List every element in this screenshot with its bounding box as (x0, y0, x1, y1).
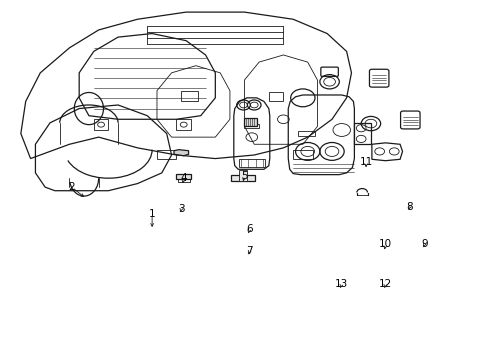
Text: 8: 8 (406, 202, 412, 212)
Bar (244, 118, 256, 126)
Bar (157, 150, 176, 158)
Bar (230, 175, 255, 181)
Bar (292, 150, 312, 158)
Text: 10: 10 (378, 239, 391, 249)
Bar (176, 119, 191, 130)
Text: 11: 11 (359, 157, 372, 167)
Bar (244, 124, 259, 128)
Text: 2: 2 (68, 182, 75, 192)
Text: 1: 1 (148, 209, 155, 219)
Bar (181, 91, 198, 102)
Text: 4: 4 (180, 173, 186, 183)
Bar (353, 123, 370, 144)
Text: 9: 9 (420, 239, 427, 249)
Bar (268, 93, 283, 102)
Text: 7: 7 (245, 247, 252, 256)
Bar (297, 131, 314, 136)
Bar (178, 179, 189, 182)
Text: 13: 13 (334, 279, 347, 289)
Bar (238, 170, 247, 181)
Text: 12: 12 (378, 279, 391, 289)
Text: 3: 3 (178, 203, 184, 213)
Text: 5: 5 (241, 171, 247, 181)
Bar (176, 174, 191, 179)
Text: 6: 6 (245, 224, 252, 234)
Bar (238, 158, 265, 167)
Polygon shape (174, 150, 188, 156)
Bar (94, 119, 108, 130)
